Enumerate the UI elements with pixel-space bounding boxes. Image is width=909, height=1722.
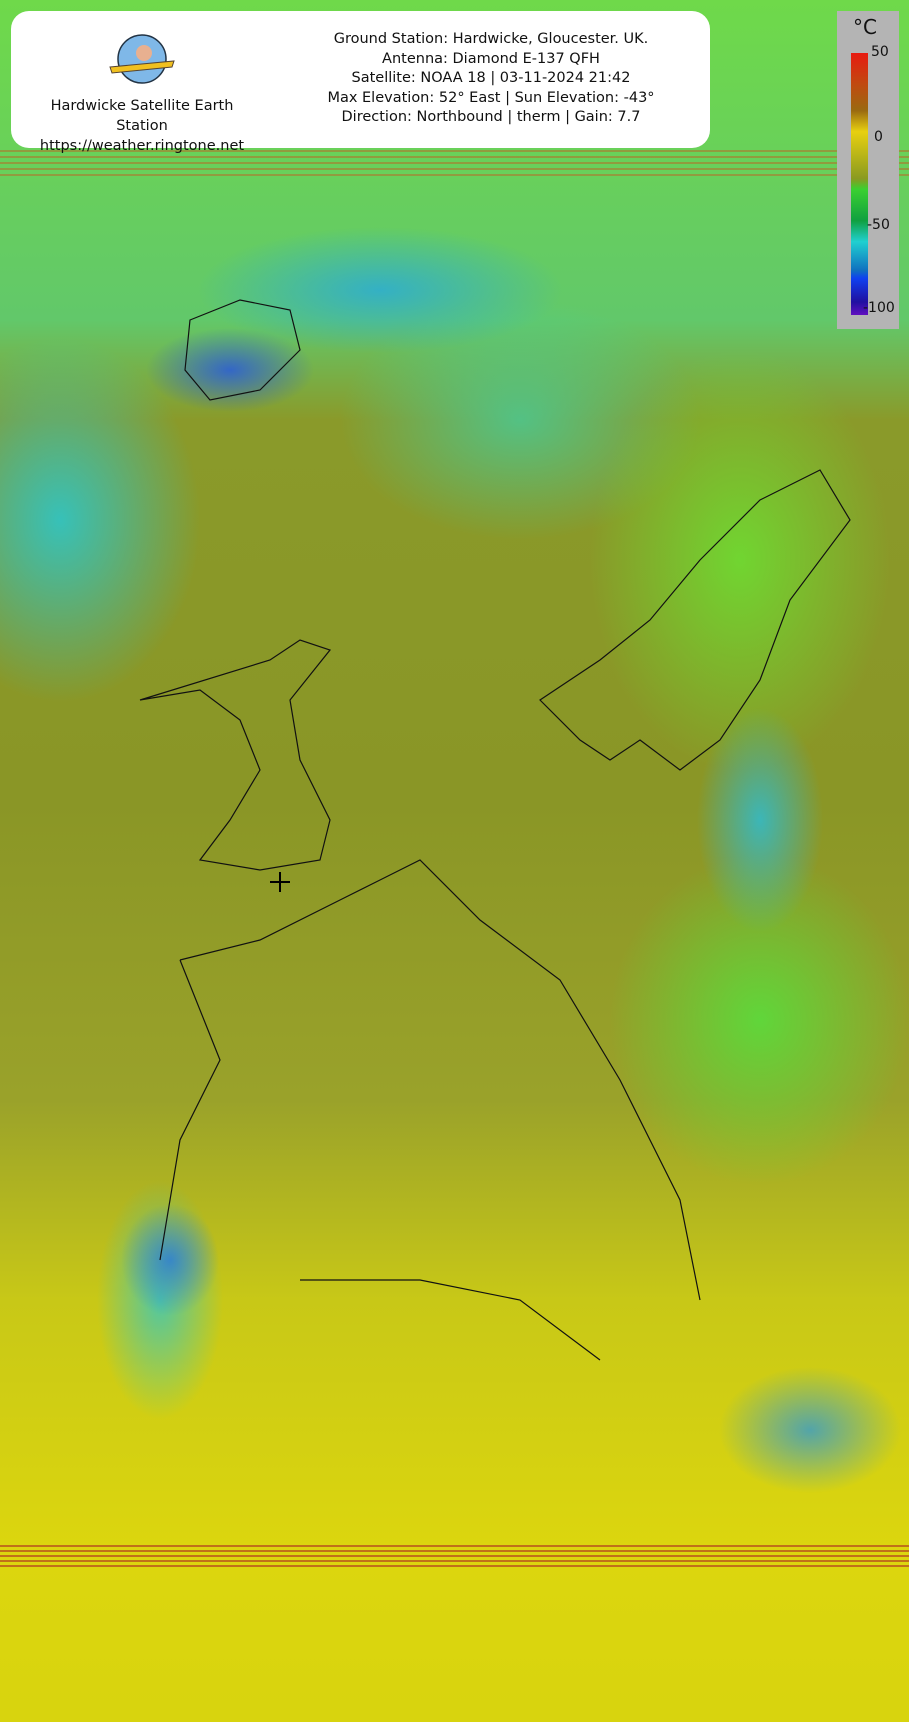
station-label: Hardwicke Satellite Earth Station https:… xyxy=(31,96,253,156)
elevation-line: Max Elevation: 52° East | Sun Elevation:… xyxy=(327,89,655,106)
tick-0: 0 xyxy=(874,129,883,145)
direction-line: Direction: Northbound | therm | Gain: 7.… xyxy=(341,109,641,125)
noise-streak xyxy=(0,1545,909,1567)
temperature-legend: °C 50 0 -50 -100 xyxy=(837,11,899,329)
ground-station-line: Ground Station: Hardwicke, Gloucester. U… xyxy=(333,31,649,47)
tick-50: 50 xyxy=(871,44,889,60)
station-name-line2: Station xyxy=(116,118,168,134)
color-scale-bar xyxy=(851,53,868,315)
website-link[interactable]: https://weather.ringtone.net xyxy=(39,138,245,154)
noise-streak xyxy=(0,150,909,180)
mobile-flyer-logo xyxy=(109,34,175,84)
satellite-line: Satellite: NOAA 18 | 03-11-2024 21:42 xyxy=(351,70,631,86)
crosshair-icon xyxy=(270,872,290,892)
pass-info: Ground Station: Hardwicke, Gloucester. U… xyxy=(301,30,681,128)
tick-minus-100: -100 xyxy=(863,300,895,316)
antenna-line: Antenna: Diamond E-137 QFH xyxy=(382,50,600,67)
station-name-line1: Hardwicke Satellite Earth xyxy=(50,98,234,114)
unit-label: °C xyxy=(853,15,877,39)
info-header-panel: Hardwicke Satellite Earth Station https:… xyxy=(11,11,710,154)
tick-minus-50: -50 xyxy=(867,217,890,233)
